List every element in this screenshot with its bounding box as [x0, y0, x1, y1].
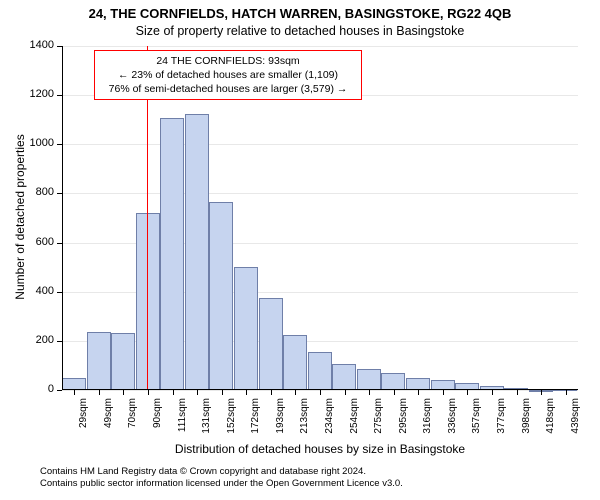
histogram-bar: [111, 333, 135, 390]
x-tick-label: 152sqm: [226, 398, 237, 446]
histogram-bar: [160, 118, 184, 390]
x-tick: [345, 390, 346, 395]
chart-title-sub: Size of property relative to detached ho…: [0, 24, 600, 38]
x-tick-label: 29sqm: [78, 398, 89, 446]
x-tick: [467, 390, 468, 395]
annotation-box: 24 THE CORNFIELDS: 93sqm ← 23% of detach…: [94, 50, 362, 100]
x-tick-label: 90sqm: [152, 398, 163, 446]
x-tick: [123, 390, 124, 395]
grid-line: [62, 144, 578, 145]
x-tick-label: 418sqm: [545, 398, 556, 446]
histogram-bar: [234, 267, 258, 390]
y-tick-label: 800: [20, 186, 54, 198]
x-tick: [541, 390, 542, 395]
chart-title-main: 24, THE CORNFIELDS, HATCH WARREN, BASING…: [0, 6, 600, 21]
histogram-bar: [259, 298, 283, 390]
x-tick-label: 193sqm: [275, 398, 286, 446]
x-tick: [173, 390, 174, 395]
x-tick: [222, 390, 223, 395]
x-tick: [74, 390, 75, 395]
x-tick: [197, 390, 198, 395]
footer-line-2: Contains public sector information licen…: [40, 478, 403, 490]
x-tick: [492, 390, 493, 395]
x-tick: [148, 390, 149, 395]
annotation-line-2: ← 23% of detached houses are smaller (1,…: [101, 68, 355, 82]
x-tick: [246, 390, 247, 395]
y-tick-label: 600: [20, 236, 54, 248]
y-tick: [57, 390, 62, 391]
x-tick: [566, 390, 567, 395]
y-tick-label: 0: [20, 383, 54, 395]
x-tick-label: 70sqm: [127, 398, 138, 446]
x-tick-label: 439sqm: [570, 398, 581, 446]
annotation-line-1: 24 THE CORNFIELDS: 93sqm: [101, 54, 355, 68]
x-tick-label: 336sqm: [447, 398, 458, 446]
histogram-bar: [381, 373, 405, 390]
x-tick: [517, 390, 518, 395]
x-tick-label: 213sqm: [299, 398, 310, 446]
x-tick-label: 172sqm: [250, 398, 261, 446]
x-tick-label: 377sqm: [496, 398, 507, 446]
annotation-line-3: 76% of semi-detached houses are larger (…: [101, 82, 355, 96]
x-tick: [394, 390, 395, 395]
footer-line-1: Contains HM Land Registry data © Crown c…: [40, 466, 403, 478]
histogram-bar: [87, 332, 111, 390]
y-tick-label: 1000: [20, 137, 54, 149]
histogram-bar: [308, 352, 332, 390]
x-tick: [369, 390, 370, 395]
x-tick-label: 295sqm: [398, 398, 409, 446]
x-tick: [99, 390, 100, 395]
histogram-bar: [357, 369, 381, 390]
x-tick-label: 131sqm: [201, 398, 212, 446]
grid-line: [62, 46, 578, 47]
footer-attribution: Contains HM Land Registry data © Crown c…: [40, 466, 403, 490]
x-tick: [320, 390, 321, 395]
histogram-bar: [332, 364, 356, 390]
histogram-bar: [283, 335, 307, 390]
y-axis-line: [62, 46, 63, 390]
x-tick-label: 275sqm: [373, 398, 384, 446]
histogram-bar: [209, 202, 233, 390]
y-tick-label: 200: [20, 334, 54, 346]
x-tick-label: 357sqm: [471, 398, 482, 446]
x-tick-label: 234sqm: [324, 398, 335, 446]
y-tick-label: 1400: [20, 39, 54, 51]
y-tick-label: 1200: [20, 88, 54, 100]
grid-line: [62, 193, 578, 194]
x-tick-label: 254sqm: [349, 398, 360, 446]
x-tick-label: 316sqm: [422, 398, 433, 446]
x-tick: [295, 390, 296, 395]
y-tick-label: 400: [20, 285, 54, 297]
x-tick-label: 398sqm: [521, 398, 532, 446]
x-tick: [271, 390, 272, 395]
x-tick: [418, 390, 419, 395]
x-tick: [443, 390, 444, 395]
histogram-bar: [185, 114, 209, 390]
x-tick-label: 49sqm: [103, 398, 114, 446]
x-axis-line: [62, 389, 578, 390]
x-tick-label: 111sqm: [177, 398, 188, 446]
